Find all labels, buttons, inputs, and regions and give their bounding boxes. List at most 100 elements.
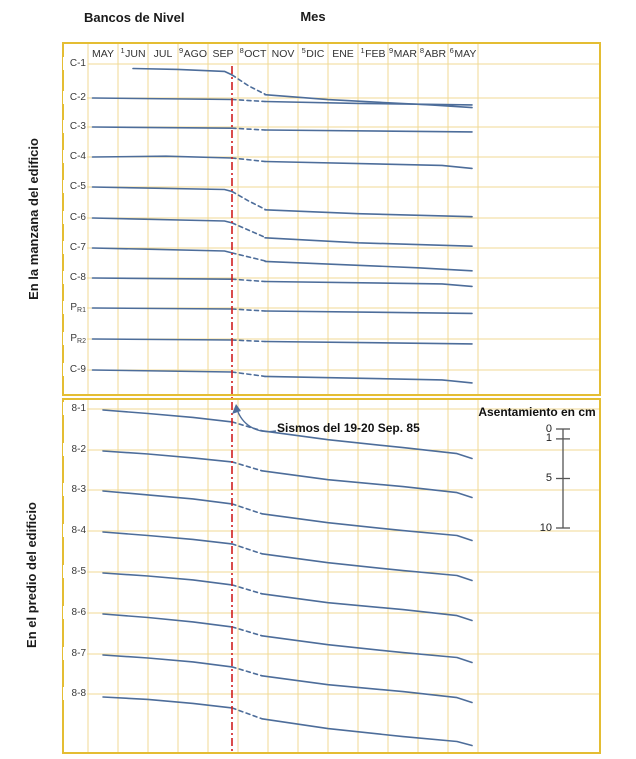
month-label-1: 1 JUN — [120, 45, 146, 61]
benchmarks-axis-title: Bancos de Nivel — [84, 10, 185, 25]
settlement-curve-8-5 — [261, 593, 473, 622]
settlement-curve-C-8 — [264, 280, 473, 288]
benchmark-label-8-2: 8-2 — [63, 443, 87, 456]
survey-day: 8 — [239, 45, 244, 55]
month-label-4: SEP — [212, 48, 234, 60]
settlement-curve-C-2-coseismic — [231, 98, 266, 103]
section-label-manzana: En la manzana del edificio — [26, 138, 41, 300]
settlement-curve-8-2 — [102, 450, 233, 463]
settlement-curve-8-8-coseismic — [231, 707, 263, 720]
settlement-curve-C-5 — [91, 186, 233, 193]
scale-tick-label-5: 5 — [545, 472, 552, 484]
settlement-curve-C-7 — [91, 247, 233, 254]
survey-day: 1 — [120, 45, 125, 55]
annotation-arrow — [237, 411, 277, 433]
settlement-curve-8-7 — [261, 675, 473, 704]
settlement-curve-C-7 — [264, 260, 473, 272]
settlement-curve-C-5-coseismic — [231, 190, 266, 211]
settlement-curve-8-4 — [102, 531, 233, 545]
benchmark-label-C-2: C-2 — [63, 91, 87, 104]
benchmark-label-8-3: 8-3 — [63, 483, 87, 496]
settlement-curve-C-3 — [91, 126, 233, 129]
benchmark-label-C-3: C-3 — [63, 120, 87, 133]
settlement-curve-P-R2-coseismic — [231, 339, 266, 343]
settlement-curve-C-3 — [264, 129, 473, 133]
benchmark-label-P-R1: PR1 — [63, 301, 87, 314]
settlement-curve-C-4 — [91, 155, 233, 159]
month-label-0: MAY — [92, 48, 114, 60]
month-label-2: JUL — [153, 48, 173, 60]
benchmark-label-8-8: 8-8 — [63, 687, 87, 700]
settlement-curve-8-7 — [102, 654, 233, 668]
benchmark-label-C-9: C-9 — [63, 363, 87, 376]
scale-tick-label-0: 0 — [545, 422, 552, 435]
month-label-12: 6 MAY — [449, 45, 477, 61]
settlement-curve-8-6 — [261, 635, 473, 664]
settlement-curve-8-7-coseismic — [231, 666, 263, 677]
settlement-curve-8-6-coseismic — [231, 626, 263, 637]
benchmark-label-8-5: 8-5 — [63, 565, 87, 578]
survey-day: 9 — [178, 45, 184, 55]
month-label-8: ENE — [332, 48, 354, 60]
settlement-curve-C-8-coseismic — [231, 278, 266, 283]
settlement-curve-P-R1-coseismic — [231, 308, 266, 312]
month-label-9: 1 FEB — [360, 45, 386, 61]
benchmark-label-C-4: C-4 — [63, 150, 87, 163]
settlement-curve-8-8 — [261, 718, 473, 747]
settlement-curve-8-3 — [261, 513, 473, 542]
survey-day: 6 — [449, 45, 454, 55]
settlement-curve-C-4-coseismic — [231, 157, 266, 163]
section-label-predio: En el predio del edificio — [24, 502, 39, 648]
settlement-curve-8-4 — [261, 553, 473, 582]
settlement-curve-C-9 — [91, 369, 233, 373]
benchmark-label-C-1: C-1 — [63, 57, 87, 70]
survey-day: 8 — [419, 45, 425, 55]
settlement-curve-8-1 — [102, 409, 233, 423]
settlement-curve-C-2 — [264, 100, 473, 106]
benchmark-label-8-1: 8-1 — [63, 402, 87, 415]
settlement-curve-P-R2 — [91, 338, 233, 341]
survey-day: 5 — [301, 45, 306, 55]
survey-day: 9 — [388, 45, 394, 55]
settlement-curve-8-3 — [102, 490, 233, 505]
settlement-curve-C-9 — [264, 375, 473, 384]
settlement-scale-title: Asentamiento en cm — [478, 405, 596, 419]
month-axis-title: Mes — [300, 9, 326, 24]
settlement-curve-8-5-coseismic — [231, 584, 263, 595]
scale-tick-label-10: 10 — [539, 521, 552, 534]
benchmark-label-C-5: C-5 — [63, 180, 87, 193]
settlement-curve-8-6 — [102, 613, 233, 628]
settlement-curve-8-2-coseismic — [231, 461, 263, 472]
benchmark-label-8-4: 8-4 — [63, 524, 87, 537]
settlement-curve-C-8 — [91, 277, 233, 280]
settlement-curve-C-5 — [264, 209, 473, 218]
settlement-curve-P-R1 — [91, 307, 233, 310]
month-label-6: NOV — [271, 48, 295, 60]
month-label-5: 8 OCT — [239, 45, 267, 61]
month-label-11: 8 ABR — [419, 45, 447, 61]
settlement-curve-P-R1 — [264, 310, 473, 315]
settlement-curve-8-4-coseismic — [231, 543, 263, 555]
settlement-curve-C-9-coseismic — [231, 371, 266, 378]
scale-tick-label-1: 1 — [545, 432, 552, 445]
month-label-3: 9 AGO — [178, 45, 207, 61]
settlement-curve-C-4 — [264, 160, 473, 170]
settlement-curve-8-8 — [102, 696, 233, 709]
benchmark-label-8-6: 8-6 — [63, 606, 87, 619]
settlement-curve-P-R2 — [264, 340, 473, 345]
survey-day: 1 — [360, 45, 365, 55]
benchmark-label-C-8: C-8 — [63, 271, 87, 284]
month-label-10: 9 MAR — [388, 45, 417, 61]
settlement-curve-C-1 — [132, 67, 233, 76]
earthquake-annotation: Sismos del 19-20 Sep. 85 — [277, 421, 420, 435]
annotation-arrowhead-icon — [232, 404, 241, 414]
settlement-curve-C-6-coseismic — [231, 222, 266, 239]
settlement-curve-C-3-coseismic — [231, 127, 266, 131]
settlement-curve-8-2 — [261, 470, 473, 499]
benchmark-label-C-6: C-6 — [63, 211, 87, 224]
benchmark-label-C-7: C-7 — [63, 241, 87, 254]
settlement-curve-8-5 — [102, 572, 233, 586]
settlement-curve-C-7-coseismic — [231, 252, 266, 262]
benchmark-label-8-7: 8-7 — [63, 647, 87, 660]
